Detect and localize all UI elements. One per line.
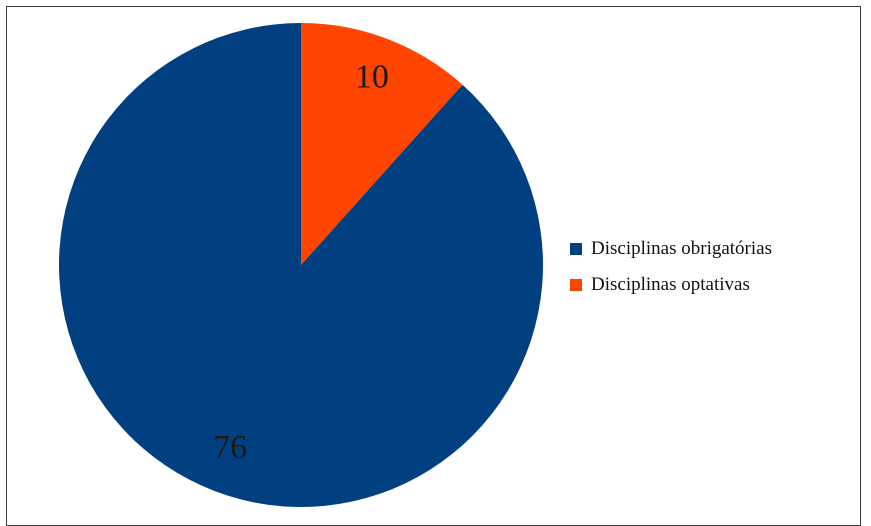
- legend-item-optativas: Disciplinas optativas: [570, 273, 772, 297]
- legend: Disciplinas obrigatórias Disciplinas opt…: [570, 237, 772, 309]
- legend-label-optativas: Disciplinas optativas: [591, 274, 750, 295]
- legend-swatch-obrigatorias: [570, 243, 582, 255]
- legend-swatch-optativas: [570, 279, 582, 291]
- slice-label-optativas: 10: [355, 58, 389, 95]
- legend-item-obrigatorias: Disciplinas obrigatórias: [570, 237, 772, 261]
- slice-optativas: [301, 23, 463, 265]
- slice-label-obrigatorias: 76: [213, 429, 247, 466]
- slice-obrigatorias: [58, 23, 543, 507]
- legend-label-obrigatorias: Disciplinas obrigatórias: [591, 238, 772, 259]
